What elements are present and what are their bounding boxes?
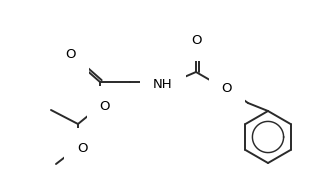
Text: O: O	[222, 83, 232, 95]
Text: NH: NH	[153, 78, 173, 90]
Text: O: O	[192, 35, 202, 47]
Text: O: O	[66, 49, 76, 61]
Text: O: O	[77, 142, 87, 155]
Text: O: O	[100, 99, 110, 113]
